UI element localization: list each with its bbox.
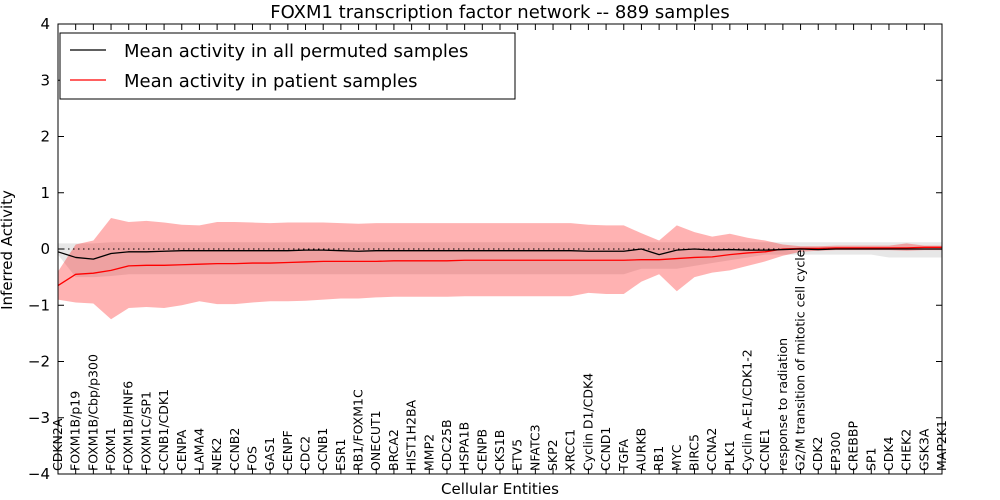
y-tick-label: −2 [28,353,50,371]
x-category-label: FOXM1C/SP1 [138,391,153,471]
x-category-label: ONECUT1 [368,410,383,471]
x-category-label: RB1/FOXM1C [351,389,366,471]
x-category-label: NEK2 [209,438,224,471]
x-category-label: FOXM1B/p19 [68,391,83,471]
x-category-label: XRCC1 [563,429,578,471]
x-category-label: HIST1H2BA [404,399,419,471]
x-category-label: CENPA [174,429,189,471]
x-category-label: CCND1 [598,427,613,471]
y-tick-label: 3 [40,71,50,89]
x-category-label: ETV5 [510,439,525,471]
legend-box [59,32,516,100]
x-category-label: GSK3A [916,428,931,471]
y-tick-label: −4 [28,465,50,483]
x-category-label: FOXM1B/Cbp/p300 [85,354,100,471]
x-category-label: GAS1 [262,437,277,471]
x-category-label: MYC [669,444,684,471]
x-axis-title: Cellular Entities [441,480,559,498]
y-tick-label: 0 [40,240,50,258]
y-tick-label: 4 [40,15,50,33]
x-category-label: CCNB1 [315,428,330,471]
x-category-label: TGFA [616,439,631,472]
x-category-label: ESR1 [333,439,348,471]
x-category-label: FOXM1B/HNF6 [121,381,136,471]
patient-band [58,218,942,320]
x-category-label: CDC25B [439,419,454,471]
x-category-label: BRCA2 [386,429,401,471]
x-category-label: CCNE1 [757,428,772,471]
x-category-label: CDKN2A [50,418,65,471]
y-tick-label: 2 [40,128,50,146]
x-category-label: BIRC5 [686,434,701,471]
x-category-label: MMP2 [421,434,436,471]
x-category-label: CKS1B [492,430,507,471]
x-category-label: CDC2 [298,436,313,471]
x-category-label: FOS [244,446,259,471]
x-category-label: AURKB [633,428,648,471]
x-category-label: SP1 [863,448,878,471]
y-tick-label: −1 [28,296,50,314]
chart-title: FOXM1 transcription factor network -- 88… [270,2,730,23]
x-category-label: CCNB2 [227,428,242,471]
x-category-label: CENPF [280,430,295,471]
x-category-label: response to radiation [775,338,790,471]
legend-label-permuted: Mean activity in all permuted samples [124,41,468,62]
x-category-label: CENPB [474,429,489,471]
x-category-label: FOXM1 [103,427,118,471]
x-category-label: RB1 [651,446,666,471]
x-category-label: NFATC3 [527,424,542,471]
x-category-label: CDK2 [810,436,825,471]
x-category-label: HSPA1B [457,422,472,471]
x-category-label: LAMA4 [191,428,206,471]
x-category-label: CDK4 [881,436,896,471]
permuted-mean-line [57,248,942,260]
x-category-label: CREBBP [846,421,861,471]
x-category-label: Cyclin A-E1/CDK1-2 [740,349,755,471]
y-tick-label: 1 [40,184,50,202]
x-category-label: Cyclin D1/CDK4 [580,373,595,471]
x-category-label: G2/M transition of mitotic cell cycle [793,249,808,471]
x-category-label: SKP2 [545,439,560,471]
x-category-label: PLK1 [722,440,737,471]
x-category-label: CHEK2 [899,429,914,471]
x-category-label: MAP2K1 [934,420,949,471]
y-axis-title: Inferred Activity [0,190,16,310]
x-category-label: EP300 [828,432,843,471]
x-category-label: CCNB1/CDK1 [156,389,171,471]
legend-label-patient: Mean activity in patient samples [124,71,418,92]
x-category-label: CCNA2 [704,428,719,471]
legend: Mean activity in all permuted samples Me… [59,32,516,100]
y-tick-label: −3 [28,409,50,427]
